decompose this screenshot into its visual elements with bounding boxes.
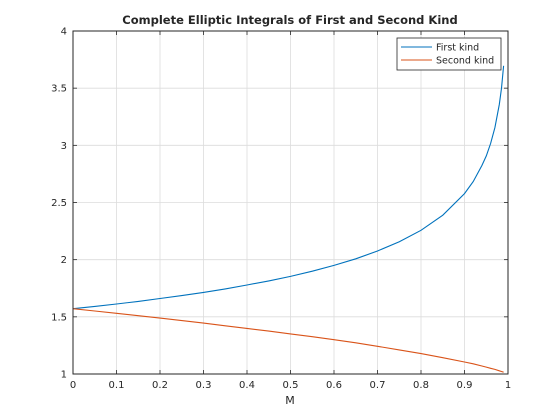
y-tick-label: 4: [61, 27, 67, 38]
ticks: 0 0.1 0.2 0.3 0.4 0.5 0.6 0.7 0.8 0.9 1 1 1.5 2 2.5 3 3.…: [51, 27, 511, 392]
x-tick-label: 0.4: [239, 380, 255, 391]
legend: First kind Second kind: [396, 37, 502, 71]
chart-title: Complete Elliptic Integrals of First and…: [122, 13, 457, 27]
x-tick-label: 1: [505, 380, 511, 391]
x-tick-label: 0.9: [457, 380, 473, 391]
series-line-2: [72, 308, 504, 373]
y-tick-label: 3.5: [51, 84, 67, 95]
x-tick-label: 0.3: [196, 380, 212, 391]
y-tick-label: 2: [61, 255, 67, 266]
series-group: [72, 65, 505, 373]
y-tick-label: 2.5: [51, 198, 67, 209]
series-line-1: [72, 65, 505, 310]
grid: [73, 31, 508, 374]
y-tick-label: 1: [61, 370, 67, 381]
legend-label-1: First kind: [436, 43, 479, 54]
x-tick-label: 0.6: [326, 380, 342, 391]
x-tick-label: 0.1: [109, 380, 125, 391]
y-tick-label: 3: [61, 141, 67, 152]
x-tick-label: 0: [70, 380, 76, 391]
x-tick-label: 0.8: [413, 380, 429, 391]
legend-box: [396, 37, 502, 71]
x-tick-label: 0.5: [283, 380, 299, 391]
x-tick-label: 0.7: [370, 380, 386, 391]
y-tick-label: 1.5: [51, 312, 67, 323]
x-axis-label: M: [285, 394, 295, 407]
legend-label-2: Second kind: [436, 56, 494, 67]
x-tick-label: 0.2: [152, 380, 168, 391]
